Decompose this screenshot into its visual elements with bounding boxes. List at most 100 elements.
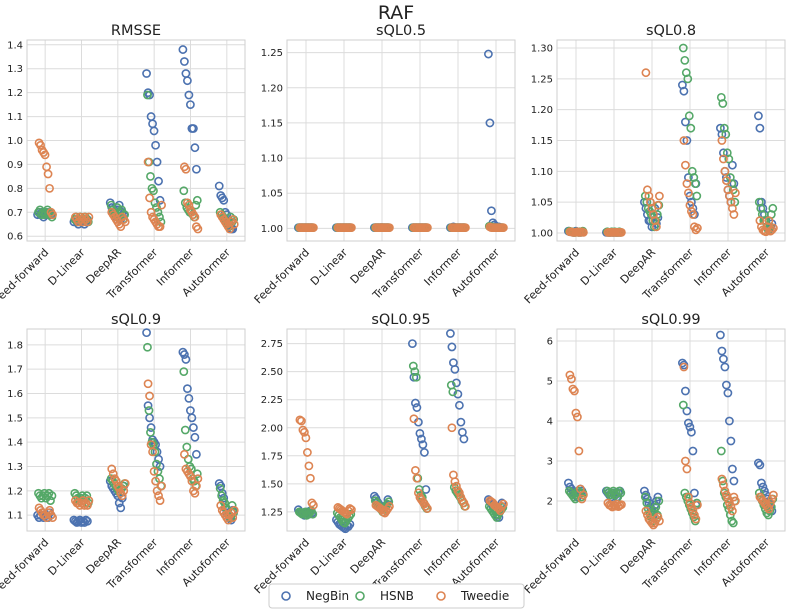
y-tick-label: 0.7 <box>7 208 23 219</box>
data-point-negbin <box>679 86 689 96</box>
plot-area <box>286 328 516 532</box>
data-point-tweedie <box>145 193 154 203</box>
data-point-negbin <box>681 386 690 396</box>
data-point-negbin <box>191 164 201 174</box>
data-point-tweedie <box>155 496 165 505</box>
data-point-tweedie <box>40 150 50 160</box>
data-point-hsnb <box>308 509 318 519</box>
series-tweedie <box>34 138 239 234</box>
data-point-negbin <box>454 400 464 410</box>
data-point-negbin <box>755 460 765 470</box>
data-point-tweedie <box>574 446 584 456</box>
data-point-hsnb <box>721 129 731 139</box>
data-point-tweedie <box>157 481 166 491</box>
data-point-tweedie <box>84 496 94 505</box>
data-point-hsnb <box>192 195 202 205</box>
y-tick-label: 1.30 <box>531 44 553 55</box>
data-point-negbin <box>640 486 649 496</box>
data-point-tweedie <box>767 225 777 235</box>
plot-border <box>286 39 516 242</box>
data-point-hsnb <box>408 361 418 371</box>
data-point-negbin <box>407 339 417 348</box>
plot-area <box>556 328 786 532</box>
data-point-tweedie <box>146 207 156 217</box>
data-point-negbin <box>719 148 728 158</box>
data-point-negbin <box>450 364 460 374</box>
subplot-title: RMSSE <box>111 23 161 39</box>
data-point-tweedie <box>722 176 731 185</box>
x-tick-label: Feed-forward <box>0 246 51 306</box>
data-point-negbin <box>184 90 194 100</box>
data-point-tweedie <box>577 494 587 504</box>
data-point-tweedie <box>299 427 309 437</box>
data-point-negbin <box>486 206 496 216</box>
data-point-tweedie <box>83 501 92 510</box>
data-point-tweedie <box>384 223 394 233</box>
y-tick-label: 1.25 <box>261 48 283 59</box>
subplot-title: sQL0.95 <box>371 312 430 328</box>
data-point-tweedie <box>48 210 57 220</box>
data-point-hsnb <box>692 191 702 201</box>
data-point-tweedie <box>116 222 126 232</box>
data-point-tweedie <box>152 486 162 496</box>
data-point-tweedie <box>120 217 130 227</box>
data-point-tweedie <box>143 157 153 167</box>
subplot-title: sQL0.5 <box>376 23 426 39</box>
y-tick-label: 1.10 <box>531 167 553 178</box>
data-point-tweedie <box>454 488 464 498</box>
data-point-tweedie <box>460 501 470 511</box>
data-point-tweedie <box>655 516 664 526</box>
data-point-tweedie <box>653 200 663 210</box>
y-tick-label: 6 <box>547 337 553 348</box>
data-point-tweedie <box>45 505 54 515</box>
y-tick-label: 1.75 <box>261 451 283 462</box>
plot-border <box>556 39 786 242</box>
legend-items: NegBin HSNB Tweedie <box>281 589 509 603</box>
data-point-hsnb <box>718 99 728 108</box>
data-point-tweedie <box>617 500 626 509</box>
data-point-negbin <box>151 140 160 150</box>
data-point-negbin <box>453 389 463 399</box>
data-point-tweedie <box>767 494 777 504</box>
data-point-tweedie <box>151 476 160 486</box>
data-point-negbin <box>754 111 763 121</box>
data-point-tweedie <box>308 500 318 510</box>
data-point-tweedie <box>766 498 775 508</box>
subplot-title: sQL0.99 <box>641 312 700 328</box>
data-point-negbin <box>182 76 192 86</box>
data-point-negbin <box>690 488 699 498</box>
data-point-negbin <box>154 176 163 186</box>
data-point-hsnb <box>152 203 161 212</box>
series-tweedie <box>565 362 778 530</box>
data-point-tweedie <box>308 223 318 233</box>
data-point-hsnb <box>410 367 420 377</box>
data-point-tweedie <box>764 216 774 226</box>
data-point-negbin <box>722 380 731 390</box>
data-point-negbin <box>678 358 687 368</box>
data-point-negbin <box>445 329 455 338</box>
y-tick-label: 4 <box>547 417 553 428</box>
data-point-hsnb <box>690 179 700 189</box>
data-point-tweedie <box>422 223 432 233</box>
data-point-tweedie <box>690 510 699 520</box>
data-point-tweedie <box>693 500 702 510</box>
data-point-negbin <box>729 476 739 486</box>
y-tick-label: 1.6 <box>7 389 23 400</box>
x-tick-label: Feed-forward <box>252 246 312 306</box>
y-tick-label: 1.2 <box>7 486 23 497</box>
data-point-tweedie <box>498 223 508 233</box>
data-point-hsnb <box>448 387 458 397</box>
x-tick-label: D-Linear <box>308 536 350 578</box>
legend-item-negbin: NegBin <box>281 589 349 603</box>
data-point-tweedie <box>345 504 355 513</box>
data-point-tweedie <box>684 492 693 502</box>
data-point-tweedie <box>726 502 736 512</box>
data-point-tweedie <box>617 227 626 237</box>
data-point-negbin <box>726 436 736 446</box>
data-point-tweedie <box>48 513 57 523</box>
data-point-tweedie <box>83 217 92 227</box>
data-point-tweedie <box>412 473 422 483</box>
y-tick-label: 1.10 <box>261 154 283 165</box>
data-point-hsnb <box>766 502 776 512</box>
